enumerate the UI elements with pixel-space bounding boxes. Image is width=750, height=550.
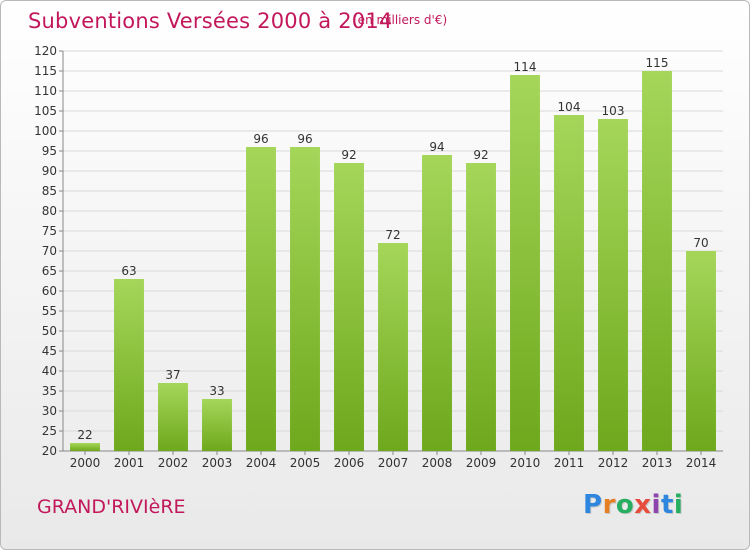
bar-2006[interactable] (334, 163, 364, 451)
x-tick-label: 2001 (114, 456, 145, 470)
bar-2014[interactable] (686, 251, 716, 451)
chart-title: Subventions Versées 2000 à 2014 (28, 9, 393, 33)
x-tick-label: 2008 (422, 456, 453, 470)
data-label: 96 (297, 132, 312, 146)
x-tick-label: 2003 (202, 456, 233, 470)
x-tick-label: 2002 (158, 456, 189, 470)
bar-2004[interactable] (246, 147, 276, 451)
logo-letter: t (660, 490, 674, 520)
x-tick-label: 2007 (378, 456, 409, 470)
logo-letter: P (583, 490, 603, 520)
x-tick-label: 2004 (246, 456, 277, 470)
y-tick-label: 25 (42, 424, 57, 438)
data-label: 37 (165, 368, 180, 382)
data-label: 22 (77, 428, 92, 442)
unit-note: (en milliers d'€) (353, 13, 448, 27)
bar-2001[interactable] (114, 279, 144, 451)
logo-letter: i (651, 490, 661, 520)
y-tick-label: 35 (42, 384, 57, 398)
x-tick-label: 2009 (466, 456, 497, 470)
y-tick-label: 70 (42, 244, 57, 258)
y-tick-label: 30 (42, 404, 57, 418)
data-label: 70 (693, 236, 708, 250)
data-label: 115 (646, 56, 669, 70)
x-tick-label: 2014 (686, 456, 717, 470)
data-label: 33 (209, 384, 224, 398)
x-tick-label: 2005 (290, 456, 321, 470)
x-tick-label: 2013 (642, 456, 673, 470)
data-label: 96 (253, 132, 268, 146)
data-labels: 22 63 37 33 96 96 92 72 94 92 114 104 103 115 70 (77, 56, 708, 442)
y-tick-label: 115 (34, 64, 57, 78)
x-tick-label: 2000 (70, 456, 101, 470)
y-tick-label: 20 (42, 444, 57, 458)
logo-letter: x (634, 490, 652, 520)
y-tick-label: 95 (42, 144, 57, 158)
bar-2012[interactable] (598, 119, 628, 451)
y-tick-label: 45 (42, 344, 57, 358)
bar-2003[interactable] (202, 399, 232, 451)
y-tick-label: 50 (42, 324, 57, 338)
data-label: 72 (385, 228, 400, 242)
logo-letter: i (673, 490, 684, 520)
data-label: 63 (121, 264, 136, 278)
y-tick-label: 65 (42, 264, 57, 278)
bar-2007[interactable] (378, 243, 408, 451)
y-tick-label: 40 (42, 364, 57, 378)
x-tick-label: 2006 (334, 456, 365, 470)
commune-name: GRAND'RIVIèRE (37, 496, 186, 518)
y-tick-label: 85 (42, 184, 57, 198)
data-label: 92 (341, 148, 356, 162)
y-tick-label: 90 (42, 164, 57, 178)
y-tick-label: 110 (34, 84, 57, 98)
bars (70, 71, 716, 451)
data-label: 94 (429, 140, 444, 154)
y-tick-label: 100 (34, 124, 57, 138)
logo-letter: o (615, 490, 635, 520)
x-tick-label: 2011 (554, 456, 585, 470)
y-tick-label: 60 (42, 284, 57, 298)
y-tick-label: 105 (34, 104, 57, 118)
bar-2008[interactable] (422, 155, 452, 451)
bar-2011[interactable] (554, 115, 584, 451)
proxiti-logo[interactable]: Proxiti (583, 490, 683, 520)
bar-2002[interactable] (158, 383, 188, 451)
bar-2010[interactable] (510, 75, 540, 451)
logo-letter: r (602, 490, 616, 520)
bar-2005[interactable] (290, 147, 320, 451)
y-tick-label: 120 (34, 44, 57, 58)
y-tick-label: 55 (42, 304, 57, 318)
y-tick-label: 80 (42, 204, 57, 218)
data-label: 114 (514, 60, 537, 74)
bar-2009[interactable] (466, 163, 496, 451)
bar-2013[interactable] (642, 71, 672, 451)
y-tick-label: 75 (42, 224, 57, 238)
data-label: 104 (558, 100, 581, 114)
bar-2000[interactable] (70, 443, 100, 451)
x-tick-label: 2012 (598, 456, 629, 470)
x-tick-label: 2010 (510, 456, 541, 470)
data-label: 103 (602, 104, 625, 118)
data-label: 92 (473, 148, 488, 162)
